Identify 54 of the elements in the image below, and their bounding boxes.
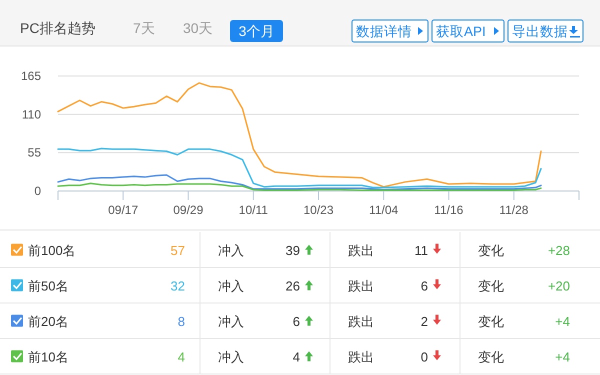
text: 6 (420, 278, 428, 294)
x-tick-label: 11/04 (369, 203, 399, 217)
line-series (57, 174, 542, 190)
text: 前10名 (28, 349, 68, 364)
x-tick-label: 11/16 (434, 203, 464, 217)
text: 2 (420, 314, 428, 329)
text: 4 (292, 349, 300, 364)
chart-title: PC排名趋势 (20, 20, 96, 36)
text: 30天 (183, 20, 213, 36)
text: 冲入 (218, 278, 244, 294)
text: 跌出 (348, 314, 374, 329)
text: +20 (548, 278, 570, 294)
x-tick-label: 10/11 (238, 203, 268, 217)
text: 前50名 (28, 278, 68, 294)
text: 获取API (436, 24, 486, 39)
text: 跌出 (348, 242, 374, 258)
text: 变化 (478, 242, 504, 258)
text: 跌出 (348, 278, 374, 294)
line-series (57, 182, 542, 192)
text: 变化 (478, 278, 504, 294)
text: +28 (548, 242, 570, 258)
x-tick-label: 09/17 (108, 203, 138, 217)
text: 3个月 (238, 23, 274, 39)
y-tick-label: 0 (34, 184, 42, 198)
text: +4 (555, 314, 570, 329)
x-tick-label: 10/23 (303, 203, 334, 217)
text: 39 (286, 242, 300, 258)
text: 前20名 (28, 314, 68, 329)
text: 跌出 (348, 349, 374, 364)
y-tick-label: 55 (28, 146, 42, 160)
text: 8 (178, 314, 185, 329)
text: 32 (170, 278, 185, 294)
text: 冲入 (218, 314, 244, 329)
x-tick-label: 11/28 (499, 203, 529, 217)
text: +4 (555, 349, 570, 364)
text: 11 (414, 242, 428, 258)
y-tick-label: 165 (20, 69, 42, 83)
text: 冲入 (218, 242, 244, 258)
line-series (57, 148, 542, 188)
text: 导出数据 (512, 24, 568, 39)
text: 7天 (133, 20, 155, 36)
x-tick-label: 09/29 (173, 203, 204, 217)
text: 26 (286, 278, 300, 294)
text: 变化 (478, 349, 504, 364)
text: 6 (292, 314, 300, 329)
text: 变化 (478, 314, 504, 329)
text: 数据详情 (356, 24, 412, 39)
text: 0 (420, 349, 428, 364)
text: 前100名 (28, 242, 76, 258)
text: 冲入 (218, 349, 244, 364)
line-series (57, 82, 542, 188)
text: 4 (178, 349, 185, 364)
text: 57 (170, 242, 185, 258)
y-tick-label: 110 (22, 107, 42, 122)
